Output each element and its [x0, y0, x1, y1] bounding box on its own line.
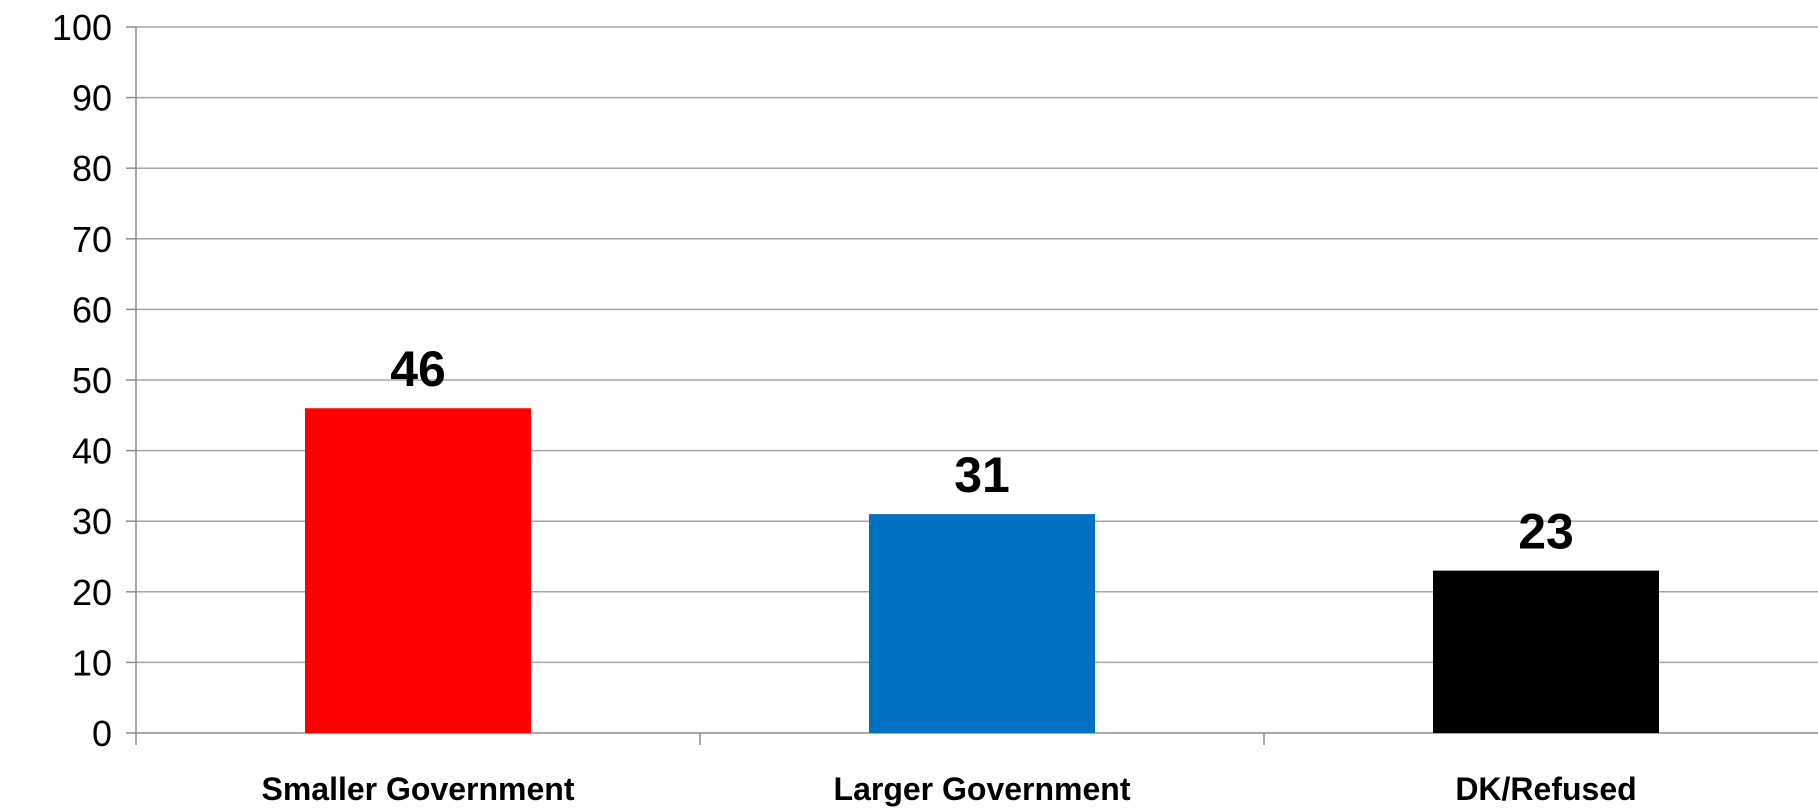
y-tick-label: 10 — [72, 642, 112, 683]
x-category-label: Smaller Government — [262, 771, 575, 807]
data-labels: 46 31 23 — [390, 341, 1574, 559]
y-tick-label: 0 — [92, 713, 112, 754]
bars — [305, 408, 1659, 733]
y-tick-label: 20 — [72, 572, 112, 613]
x-axis-category-labels: Smaller Government Larger Government DK/Re… — [262, 771, 1637, 807]
y-tick-label: 70 — [72, 219, 112, 260]
y-axis-tick-labels: 0 10 20 30 40 50 60 70 80 90 100 — [52, 7, 112, 754]
data-label: 31 — [954, 447, 1010, 503]
y-tick-label: 50 — [72, 360, 112, 401]
bar — [869, 514, 1095, 733]
data-label: 23 — [1518, 504, 1574, 560]
y-tick-label: 100 — [52, 7, 112, 48]
y-tick-label: 60 — [72, 289, 112, 330]
x-category-label: DK/Refused — [1455, 771, 1636, 807]
y-tick-label: 30 — [72, 501, 112, 542]
x-category-label: Larger Government — [834, 771, 1131, 807]
y-tick-label: 90 — [72, 78, 112, 119]
data-label: 46 — [390, 341, 446, 397]
bar — [1433, 570, 1659, 733]
y-tick-label: 80 — [72, 148, 112, 189]
y-tick-label: 40 — [72, 431, 112, 472]
bar — [305, 408, 531, 733]
